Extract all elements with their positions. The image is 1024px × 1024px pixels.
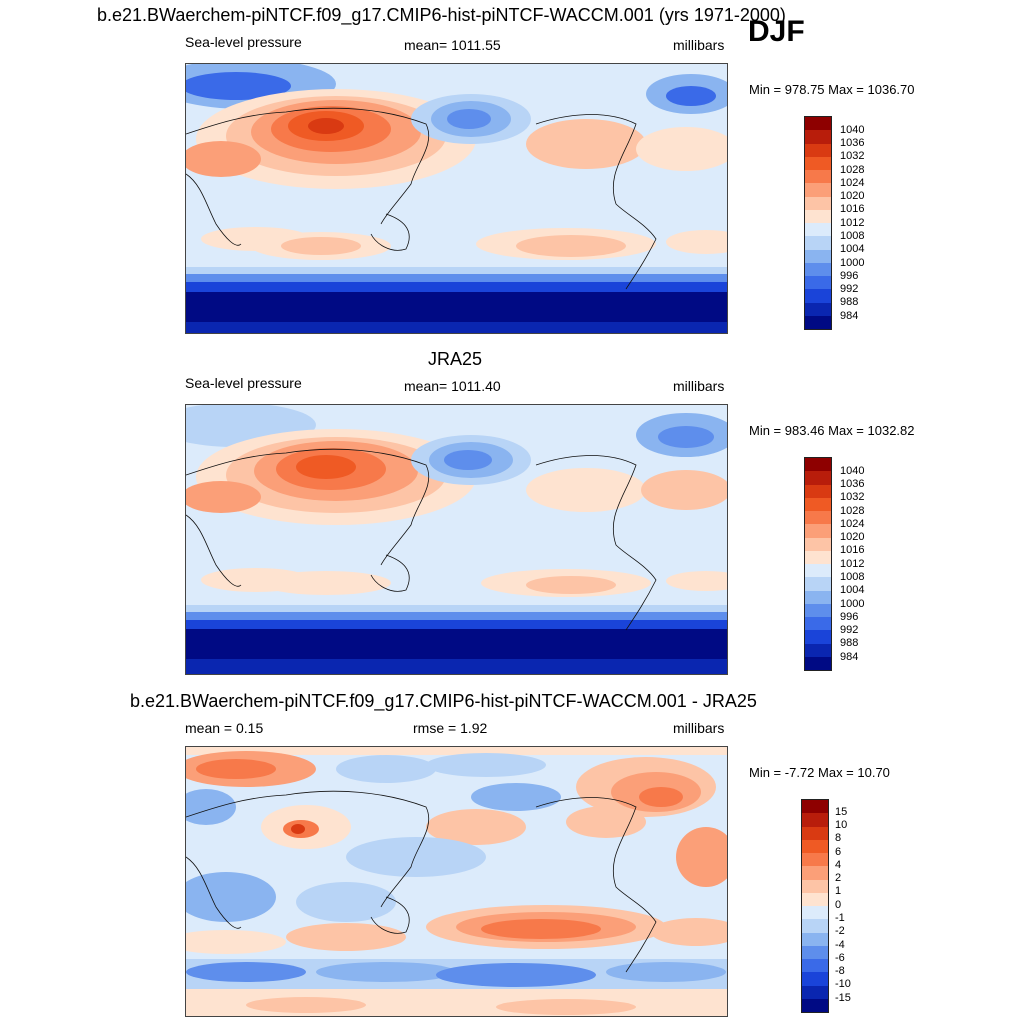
panel3-rmse-label: rmse = 1.92: [413, 720, 488, 736]
panel2-title: JRA25: [428, 349, 483, 369]
panel3-units-label: millibars: [673, 720, 725, 736]
panel1-title: b.e21.BWaerchem-piNTCF.f09_g17.CMIP6-his…: [97, 5, 786, 25]
colorbar-tick-label: 984: [840, 651, 859, 663]
colorbar-tick-label: 1012: [840, 217, 865, 229]
panel3-title: b.e21.BWaerchem-piNTCF.f09_g17.CMIP6-his…: [130, 691, 757, 711]
colorbar-tick-label: 1008: [840, 230, 865, 242]
panel1-contour-field: [186, 64, 727, 333]
colorbar-tick-label: 1016: [840, 203, 865, 215]
colorbar-tick-label: -6: [835, 952, 845, 964]
colorbar-tick-label: 6: [835, 846, 842, 858]
panel2-map: [185, 404, 728, 675]
panel3-map: [185, 746, 728, 1017]
colorbar-tick-label: 984: [840, 310, 859, 322]
colorbar-tick-label: 996: [840, 611, 859, 623]
colorbar-tick-label: 8: [835, 832, 842, 844]
colorbar-tick-label: 1036: [840, 478, 865, 490]
panel2-mean-label: mean= 1011.40: [404, 378, 501, 394]
panel2-contour-field: [186, 405, 727, 674]
panel3-mean-label: mean = 0.15: [185, 720, 264, 736]
colorbar-tick-label: 992: [840, 283, 859, 295]
colorbar-tick-label: 1008: [840, 571, 865, 583]
colorbar-tick-label: 992: [840, 624, 859, 636]
colorbar-tick-label: 1036: [840, 137, 865, 149]
season-label: DJF: [748, 15, 805, 48]
colorbar-tick-label: 1040: [840, 465, 865, 477]
colorbar-tick-label: -15: [835, 992, 851, 1004]
colorbar-tick-label: -2: [835, 925, 845, 937]
panel1-map: [185, 63, 728, 334]
colorbar-tick-label: 1024: [840, 177, 865, 189]
colorbar-tick-label: 988: [840, 296, 859, 308]
colorbar-tick-label: 988: [840, 637, 859, 649]
colorbar-tick-label: 1: [835, 885, 842, 897]
colorbar-tick-label: -10: [835, 978, 851, 990]
panel3-minmax-label: Min = -7.72 Max = 10.70: [749, 765, 890, 780]
colorbar-tick-label: 2: [835, 872, 842, 884]
panel2-units-label: millibars: [673, 378, 725, 394]
colorbar-tick-label: 1000: [840, 257, 865, 269]
colorbar-tick-label: -1: [835, 912, 845, 924]
colorbar-tick-label: 996: [840, 270, 859, 282]
panel1-colorbar: [804, 116, 832, 331]
colorbar-tick-label: 1024: [840, 518, 865, 530]
panel1-mean-label: mean= 1011.55: [404, 37, 501, 53]
colorbar-tick-label: 1000: [840, 598, 865, 610]
panel2-colorbar: [804, 457, 832, 672]
colorbar-tick-label: 1004: [840, 243, 865, 255]
colorbar-tick-label: 1032: [840, 150, 865, 162]
panel2-minmax-label: Min = 983.46 Max = 1032.82: [749, 423, 915, 438]
colorbar-tick-label: 1032: [840, 491, 865, 503]
colorbar-tick-label: 1020: [840, 190, 865, 202]
colorbar-tick-label: 0: [835, 899, 842, 911]
colorbar-tick-label: 1020: [840, 531, 865, 543]
colorbar-tick-label: 1040: [840, 124, 865, 136]
panel1-units-label: millibars: [673, 37, 725, 53]
colorbar-tick-label: 4: [835, 859, 842, 871]
colorbar-tick-label: 1004: [840, 584, 865, 596]
panel1-minmax-label: Min = 978.75 Max = 1036.70: [749, 82, 915, 97]
colorbar-tick-label: 1016: [840, 544, 865, 556]
colorbar-tick-label: 10: [835, 819, 848, 831]
colorbar-tick-label: 1028: [840, 164, 865, 176]
colorbar-tick-label: 1012: [840, 558, 865, 570]
panel3-contour-field: [186, 747, 727, 1016]
panel1-variable-label: Sea-level pressure: [185, 34, 302, 50]
colorbar-tick-label: -4: [835, 939, 845, 951]
colorbar-tick-label: 1028: [840, 505, 865, 517]
panel2-variable-label: Sea-level pressure: [185, 375, 302, 391]
panel3-colorbar: [801, 799, 829, 1014]
colorbar-tick-label: 15: [835, 806, 848, 818]
colorbar-tick-label: -8: [835, 965, 845, 977]
